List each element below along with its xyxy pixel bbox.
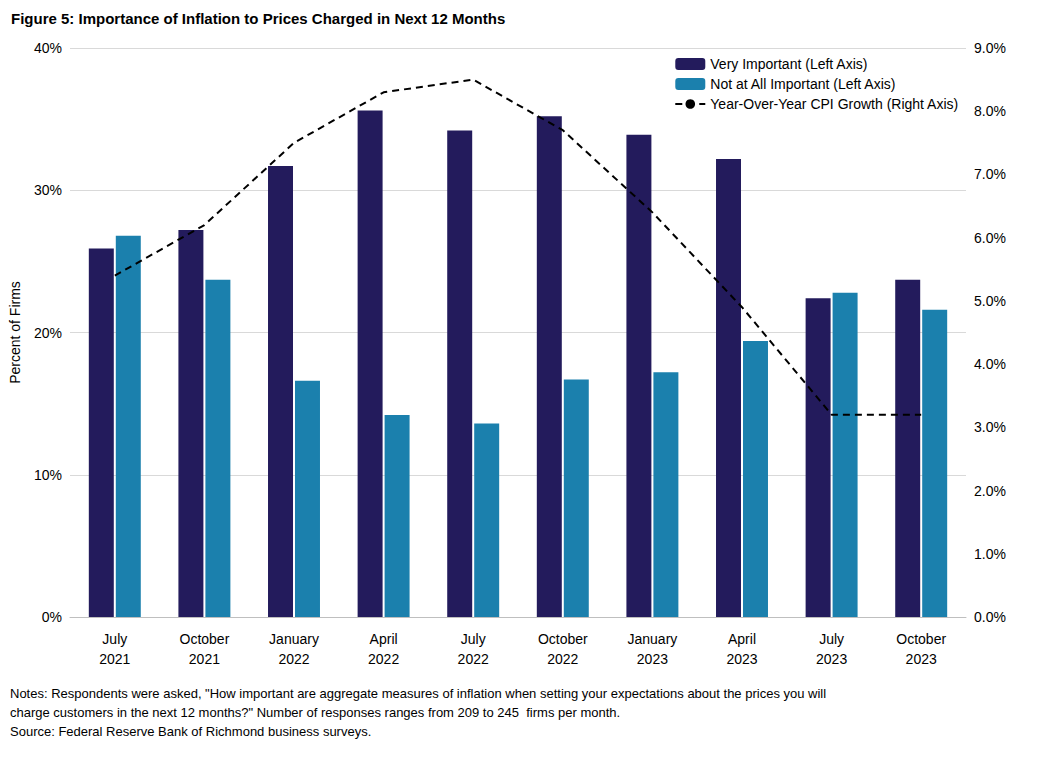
svg-text:Source: Federal Reserve Bank o: Source: Federal Reserve Bank of Richmond… bbox=[10, 724, 371, 739]
svg-text:2023: 2023 bbox=[816, 651, 847, 667]
svg-text:5.0%: 5.0% bbox=[974, 293, 1006, 309]
svg-text:20%: 20% bbox=[34, 325, 62, 341]
svg-text:2023: 2023 bbox=[726, 651, 757, 667]
svg-text:October: October bbox=[896, 631, 946, 647]
svg-text:July: July bbox=[819, 631, 844, 647]
svg-text:0.0%: 0.0% bbox=[974, 609, 1006, 625]
svg-text:2023: 2023 bbox=[637, 651, 668, 667]
svg-text:charge customers in the next 1: charge customers in the next 12 months?"… bbox=[10, 705, 620, 720]
svg-text:9.0%: 9.0% bbox=[974, 40, 1006, 56]
svg-text:Not at All Important (Left Axi: Not at All Important (Left Axis) bbox=[710, 76, 895, 92]
svg-text:4.0%: 4.0% bbox=[974, 356, 1006, 372]
svg-text:Figure 5: Importance of Inflat: Figure 5: Importance of Inflation to Pri… bbox=[11, 10, 505, 27]
svg-text:40%: 40% bbox=[34, 40, 62, 56]
svg-text:October: October bbox=[538, 631, 588, 647]
svg-text:2.0%: 2.0% bbox=[974, 483, 1006, 499]
svg-text:0%: 0% bbox=[42, 609, 62, 625]
svg-text:Year-Over-Year CPI Growth (Rig: Year-Over-Year CPI Growth (Right Axis) bbox=[710, 96, 958, 112]
svg-text:6.0%: 6.0% bbox=[974, 230, 1006, 246]
svg-text:April: April bbox=[370, 631, 398, 647]
svg-text:3.0%: 3.0% bbox=[974, 419, 1006, 435]
svg-text:2023: 2023 bbox=[906, 651, 937, 667]
svg-text:January: January bbox=[269, 631, 319, 647]
svg-text:2022: 2022 bbox=[368, 651, 399, 667]
svg-text:Notes: Respondents were asked,: Notes: Respondents were asked, "How impo… bbox=[10, 686, 826, 701]
svg-text:10%: 10% bbox=[34, 467, 62, 483]
svg-text:July: July bbox=[102, 631, 127, 647]
svg-text:Percent of Firms: Percent of Firms bbox=[7, 281, 23, 384]
svg-text:2021: 2021 bbox=[189, 651, 220, 667]
svg-text:8.0%: 8.0% bbox=[974, 103, 1006, 119]
svg-text:2021: 2021 bbox=[99, 651, 130, 667]
svg-text:January: January bbox=[627, 631, 677, 647]
svg-text:2022: 2022 bbox=[278, 651, 309, 667]
svg-text:30%: 30% bbox=[34, 182, 62, 198]
svg-text:1.0%: 1.0% bbox=[974, 546, 1006, 562]
svg-text:July: July bbox=[461, 631, 486, 647]
svg-text:2022: 2022 bbox=[547, 651, 578, 667]
svg-text:April: April bbox=[728, 631, 756, 647]
svg-text:Very Important (Left Axis): Very Important (Left Axis) bbox=[710, 56, 867, 72]
svg-text:7.0%: 7.0% bbox=[974, 166, 1006, 182]
svg-text:October: October bbox=[179, 631, 229, 647]
svg-text:2022: 2022 bbox=[458, 651, 489, 667]
